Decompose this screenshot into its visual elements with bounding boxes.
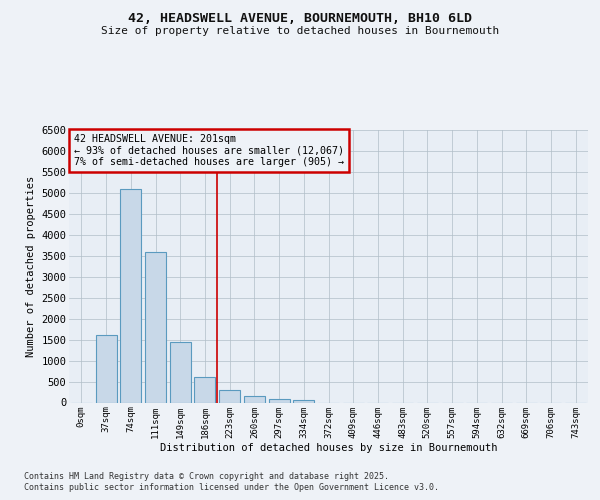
Bar [145,252,166,402]
Bar [244,396,265,402]
Text: Contains HM Land Registry data © Crown copyright and database right 2025.: Contains HM Land Registry data © Crown c… [24,472,389,481]
Bar [219,390,240,402]
Bar [293,400,314,402]
Text: Size of property relative to detached houses in Bournemouth: Size of property relative to detached ho… [101,26,499,36]
Bar [194,378,215,402]
Bar [120,188,141,402]
Bar [95,336,116,402]
Y-axis label: Number of detached properties: Number of detached properties [26,176,35,357]
X-axis label: Distribution of detached houses by size in Bournemouth: Distribution of detached houses by size … [160,443,497,453]
Bar [269,399,290,402]
Bar [170,342,191,402]
Text: 42 HEADSWELL AVENUE: 201sqm
← 93% of detached houses are smaller (12,067)
7% of : 42 HEADSWELL AVENUE: 201sqm ← 93% of det… [74,134,344,168]
Text: 42, HEADSWELL AVENUE, BOURNEMOUTH, BH10 6LD: 42, HEADSWELL AVENUE, BOURNEMOUTH, BH10 … [128,12,472,26]
Text: Contains public sector information licensed under the Open Government Licence v3: Contains public sector information licen… [24,483,439,492]
